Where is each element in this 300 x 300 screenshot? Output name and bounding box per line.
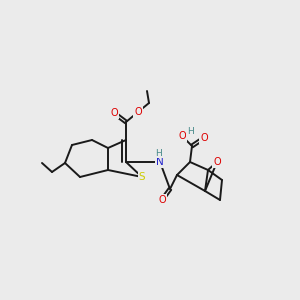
Text: O: O (200, 133, 208, 143)
Text: O: O (158, 195, 166, 205)
Text: O: O (110, 108, 118, 118)
Text: O: O (134, 107, 142, 117)
Text: H: H (156, 148, 162, 158)
Text: O: O (178, 131, 186, 141)
Text: N: N (156, 157, 164, 167)
Text: H: H (187, 127, 194, 136)
Text: O: O (213, 157, 221, 167)
Text: S: S (139, 172, 145, 182)
